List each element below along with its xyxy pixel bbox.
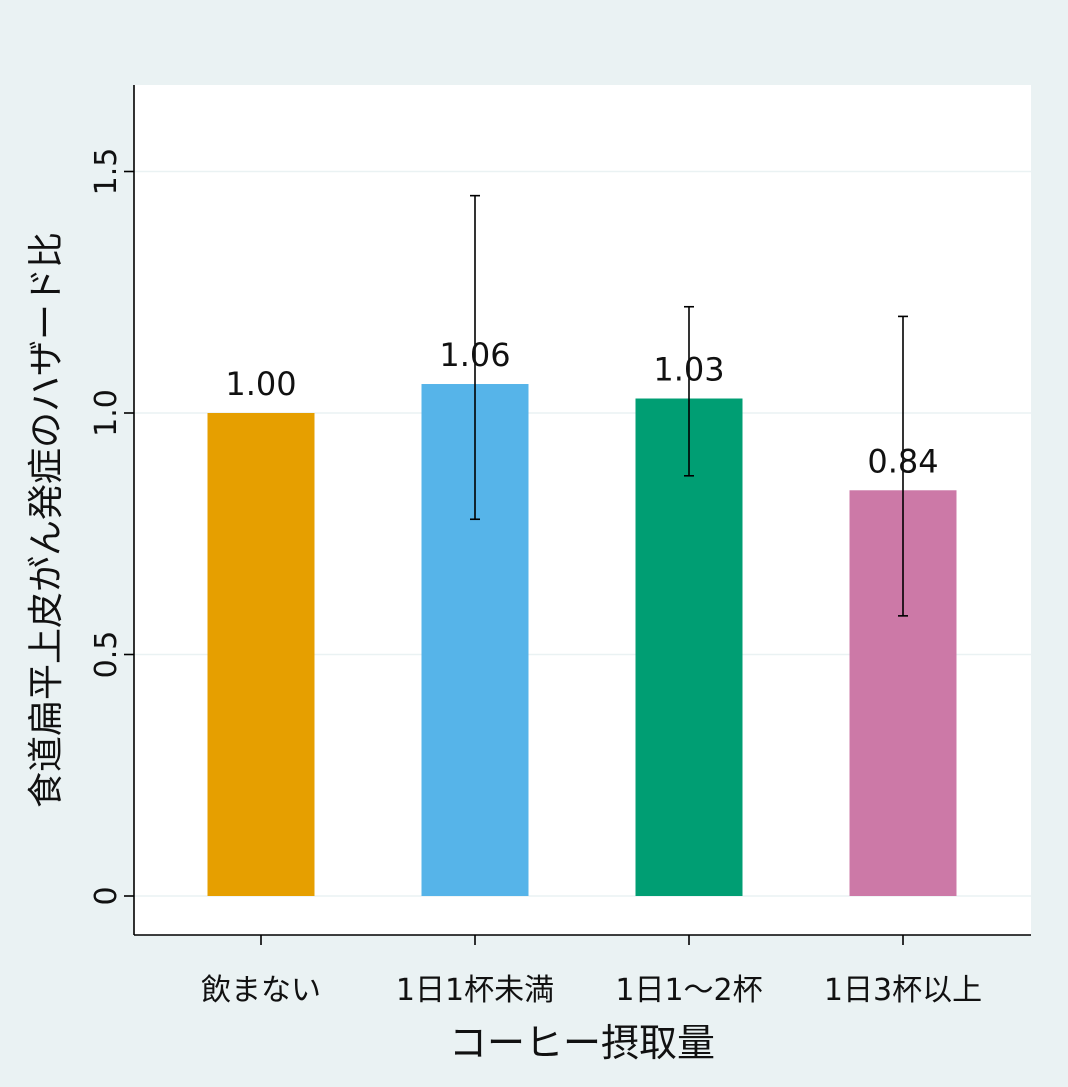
value-label: 1.06 — [439, 336, 510, 374]
x-tick-label: 1日1杯未満 — [396, 973, 554, 1008]
bar — [635, 398, 743, 896]
error-bar — [684, 305, 694, 477]
bars — [207, 384, 957, 896]
y-tick-label: 0 — [89, 886, 124, 905]
x-tick-label: 1日3杯以上 — [824, 973, 982, 1008]
x-tick-label: 飲まない — [201, 973, 321, 1008]
error-bars — [470, 194, 908, 617]
x-tick-label: 1日1～2杯 — [615, 973, 762, 1008]
axes — [124, 85, 1031, 945]
x-axis-title: コーヒー摂取量 — [449, 1021, 715, 1065]
value-label: 0.84 — [867, 442, 938, 480]
y-tick-label: 0.5 — [89, 631, 124, 679]
error-bar — [470, 194, 480, 521]
bar — [207, 413, 315, 896]
value-label: 1.03 — [653, 351, 724, 389]
x-tick-labels: 飲まない 1日1杯未満 1日1～2杯 1日3杯以上 — [201, 973, 982, 1008]
y-axis-title: 食道扁平上皮がん発症のハザード比 — [26, 232, 67, 808]
y-tick-label: 1.5 — [89, 148, 124, 196]
error-bar — [898, 315, 908, 617]
y-tick-label: 1.0 — [89, 389, 124, 437]
y-tick-labels: 0 0.5 1.0 1.5 — [89, 148, 124, 906]
value-labels: 1.00 1.06 1.03 0.84 — [225, 336, 938, 480]
value-label: 1.00 — [225, 365, 296, 403]
